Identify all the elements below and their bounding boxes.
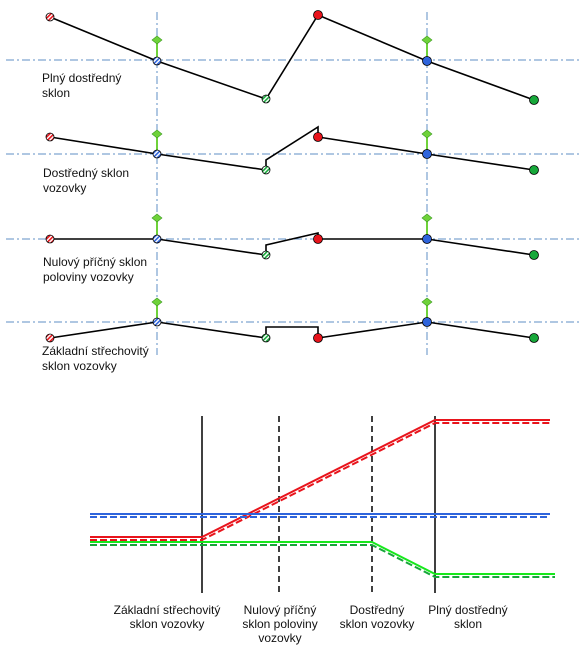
label-line: sklon vozovky <box>129 617 205 631</box>
red-point <box>313 333 323 343</box>
stem-marker <box>421 35 433 45</box>
label-line: sklon vozovky <box>42 359 117 373</box>
stem-marker <box>151 297 163 307</box>
red-hatched-point <box>45 132 55 142</box>
green-hatched-point <box>261 333 271 343</box>
profile-label-basic-crown: Základní střechovitý sklon vozovky <box>42 344 149 374</box>
transition-chart <box>90 416 555 593</box>
red-point <box>313 132 323 142</box>
blue-point <box>422 317 432 327</box>
green-edge-line <box>90 541 555 575</box>
blue-point <box>422 56 432 66</box>
green-hatched-point <box>261 165 271 175</box>
red-hatched-point <box>45 12 55 22</box>
stem-marker <box>151 129 163 139</box>
vertical-axes <box>156 12 428 355</box>
green-point <box>529 95 539 105</box>
label-line: Základní střechovitý <box>113 603 221 617</box>
label-line: sklon <box>42 86 71 100</box>
stem-marker <box>421 297 433 307</box>
green-point <box>529 165 539 175</box>
blue-hatched-point <box>152 56 162 66</box>
green-hatched-point <box>261 94 271 104</box>
label-line: vozovky <box>258 631 302 645</box>
stem-marker <box>421 213 433 223</box>
label-line: Základní střechovitý <box>42 344 149 358</box>
profile-label-zero-half-slope: Nulový příčný sklon poloviny vozovky <box>43 255 147 285</box>
red-hatched-point <box>45 234 55 244</box>
blue-point <box>422 234 432 244</box>
station-label-zero-half: Nulový příčný sklon poloviny vozovky <box>230 603 330 645</box>
blue-hatched-point <box>152 149 162 159</box>
label-line: Dostředný sklon <box>43 166 130 180</box>
blue-hatched-point <box>152 317 162 327</box>
station-label-full-superelevation: Plný dostředný sklon <box>418 603 518 631</box>
profile-label-superelevation: Dostředný sklon vozovky <box>43 166 129 196</box>
red-hatched-point <box>45 333 55 343</box>
station-label-superelevation: Dostředný sklon vozovky <box>332 603 422 631</box>
red-edge-line <box>90 419 550 538</box>
profile-full-superelevation <box>6 10 580 105</box>
stem-marker <box>151 213 163 223</box>
profile-line <box>50 231 535 256</box>
profile-label-full-superelevation: Plný dostředný sklon <box>42 71 121 101</box>
profile-basic-crown <box>6 297 580 343</box>
green-hatched-point <box>261 250 271 260</box>
label-line: poloviny vozovky <box>43 270 134 284</box>
green-point <box>529 333 539 343</box>
red-point <box>313 10 323 20</box>
red-edge-line-dashed <box>90 422 550 541</box>
red-point <box>313 234 323 244</box>
profile-zero-half-slope <box>6 213 580 260</box>
blue-point <box>422 149 432 159</box>
station-label-basic-crown: Základní střechovitý sklon vozovky <box>97 603 237 631</box>
label-line: Nulový příčný <box>243 603 317 617</box>
blue-hatched-point <box>152 234 162 244</box>
green-edge-line-dashed <box>90 544 555 578</box>
label-line: Nulový příčný sklon <box>43 255 148 269</box>
label-line: Plný dostředný <box>42 71 122 85</box>
label-line: sklon poloviny <box>242 617 318 631</box>
profile-line <box>49 125 535 171</box>
label-line: sklon vozovky <box>339 617 415 631</box>
stem-marker <box>421 129 433 139</box>
profile-superelevation <box>6 125 580 175</box>
profile-line <box>49 321 535 339</box>
green-point <box>529 250 539 260</box>
label-line: sklon <box>453 617 482 631</box>
label-line: Dostředný <box>349 603 405 617</box>
label-line: Plný dostředný <box>428 603 508 617</box>
profile-line <box>49 13 535 101</box>
stem-marker <box>151 35 163 45</box>
label-line: vozovky <box>43 181 87 195</box>
